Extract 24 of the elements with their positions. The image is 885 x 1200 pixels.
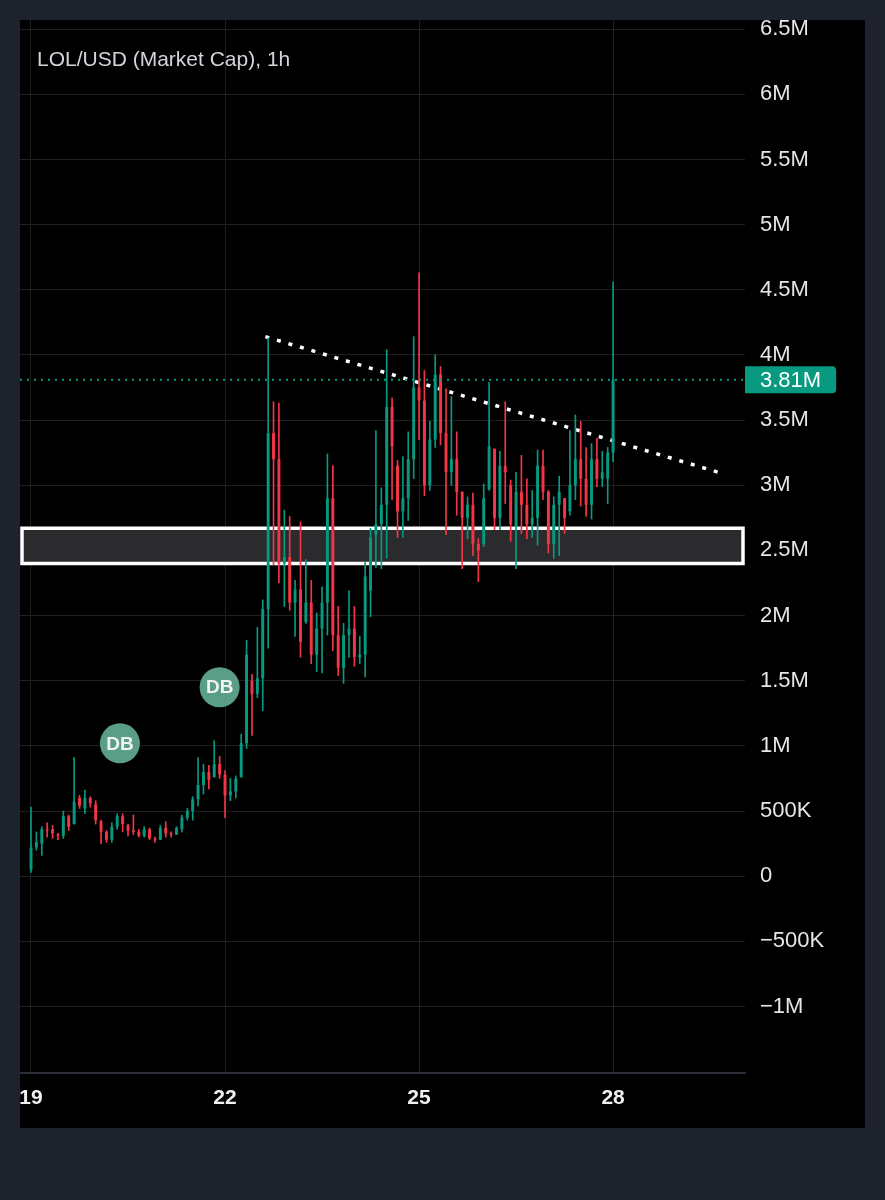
y-tick-label: 3M bbox=[760, 471, 791, 497]
x-tick-label: 25 bbox=[407, 1085, 432, 1109]
x-tick-label: 28 bbox=[601, 1085, 626, 1109]
y-tick-label: 4.5M bbox=[760, 275, 809, 301]
text: LOL/USD (Market Cap), 1h bbox=[37, 47, 291, 70]
y-tick-label: 2.5M bbox=[760, 536, 809, 562]
y-tick-label: 500K bbox=[760, 797, 812, 823]
y-tick-label: 5M bbox=[760, 210, 791, 236]
y-tick-label: −1M bbox=[760, 992, 804, 1018]
x-tick-label: 22 bbox=[213, 1085, 237, 1109]
y-tick-label: 2M bbox=[760, 601, 791, 627]
y-tick-label: 0 bbox=[760, 862, 773, 888]
y-tick-label: 1M bbox=[760, 731, 791, 757]
y-tick-label: 6.5M bbox=[760, 15, 809, 41]
y-tick-label: 4M bbox=[760, 340, 791, 366]
y-tick-label: 3.5M bbox=[760, 406, 809, 432]
annotation: DB bbox=[106, 732, 134, 754]
y-tick-label: 1.5M bbox=[760, 666, 809, 692]
y-tick-label: −500K bbox=[760, 927, 825, 953]
ref-line-label: 3.81M bbox=[760, 366, 822, 392]
annotation: DB bbox=[205, 676, 234, 698]
x-tick-label: 19 bbox=[19, 1085, 43, 1109]
y-tick-label: 5.5M bbox=[760, 145, 809, 171]
y-tick-label: 6M bbox=[760, 80, 791, 106]
